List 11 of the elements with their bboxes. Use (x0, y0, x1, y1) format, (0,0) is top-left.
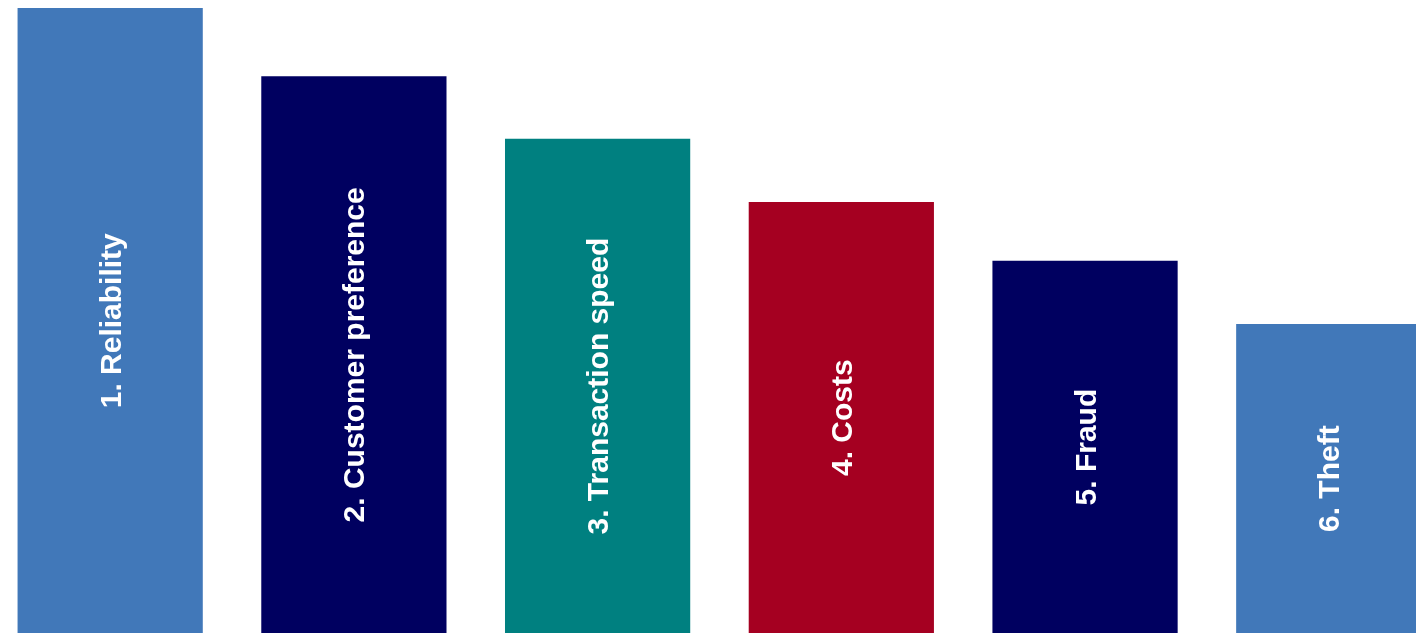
x-tick-label: 5. Fraud (1068, 388, 1102, 506)
bar (992, 260, 1178, 633)
x-tick-label: 2. Customer preference (337, 187, 371, 523)
bar (505, 138, 691, 633)
x-tick-label: 6. Theft (1312, 425, 1346, 533)
x-tick-label: 3. Transaction speed (581, 237, 615, 535)
x-tick-label: 4. Costs (824, 359, 858, 477)
bar (748, 201, 934, 633)
bar (261, 76, 447, 633)
x-tick-label: 1. Reliability (93, 232, 127, 409)
bar (17, 8, 203, 633)
